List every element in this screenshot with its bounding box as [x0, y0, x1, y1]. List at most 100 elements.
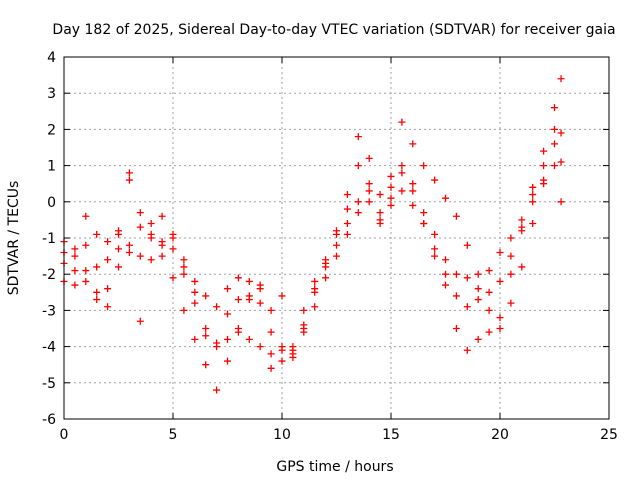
data-point: [104, 303, 112, 311]
data-point: [202, 292, 210, 300]
grid: [64, 57, 609, 419]
data-point: [333, 241, 340, 249]
data-point: [409, 187, 417, 195]
data-point: [224, 310, 231, 318]
data-point: [82, 267, 90, 275]
data-point: [474, 270, 482, 278]
data-point: [496, 248, 504, 256]
data-point: [343, 205, 351, 213]
data-point: [311, 303, 319, 311]
data-point: [452, 212, 460, 220]
x-tick-label: 0: [60, 427, 69, 443]
data-point: [333, 230, 340, 238]
x-tick-label: 10: [273, 427, 291, 443]
x-tick-label: 25: [600, 427, 618, 443]
data-point: [267, 350, 275, 358]
data-point: [540, 147, 548, 155]
data-point: [169, 245, 177, 253]
data-point: [409, 140, 417, 148]
data-point: [202, 332, 210, 340]
y-tick-label: -5: [42, 376, 56, 392]
y-tick-label: -2: [42, 267, 56, 283]
data-point: [442, 281, 449, 289]
data-point: [398, 169, 406, 177]
data-point: [125, 248, 133, 256]
data-point: [322, 274, 330, 282]
data-point: [256, 343, 264, 351]
data-point: [136, 209, 144, 217]
data-point: [311, 285, 319, 293]
data-point: [376, 220, 384, 228]
data-point: [529, 183, 537, 191]
data-point: [115, 263, 122, 271]
axis-ticks: 0 5 10 15 20 25 -6 -5 -4 -3 -2 -1 0 1 2 3 4: [42, 50, 618, 443]
data-point: [452, 270, 460, 278]
data-point: [387, 183, 395, 191]
data-point: [71, 281, 79, 289]
data-point: [431, 252, 439, 260]
data-point: [104, 256, 112, 264]
data-point: [496, 325, 504, 332]
data-point: [300, 321, 308, 329]
data-point: [224, 357, 231, 365]
data-point: [104, 285, 112, 293]
data-point: [234, 296, 242, 304]
data-point: [343, 230, 351, 238]
data-point: [409, 201, 417, 209]
data-point: [507, 252, 515, 260]
data-point: [147, 234, 155, 242]
data-point: [557, 129, 565, 137]
data-point: [463, 346, 471, 354]
data-point: [474, 285, 482, 293]
x-tick-label: 5: [169, 427, 178, 443]
y-tick-label: -3: [42, 303, 56, 319]
data-point: [485, 288, 493, 296]
data-point: [267, 306, 275, 314]
data-point: [234, 325, 242, 332]
data-point: [463, 303, 471, 311]
data-point: [431, 230, 439, 238]
data-point: [551, 162, 558, 170]
data-point: [387, 201, 395, 209]
data-point: [333, 252, 340, 260]
data-point: [420, 209, 428, 217]
data-point: [71, 267, 79, 275]
data-point: [191, 335, 199, 343]
data-point: [485, 328, 493, 336]
series-trace-b: [60, 75, 565, 354]
data-point: [431, 245, 439, 253]
data-point: [365, 187, 373, 195]
data-point: [82, 277, 90, 285]
data-point: [300, 328, 308, 336]
data-point: [485, 306, 493, 314]
data-point: [398, 118, 406, 126]
data-point: [485, 267, 493, 275]
data-point: [420, 162, 428, 170]
x-axis-label: GPS time / hours: [276, 459, 393, 475]
data-point: [115, 230, 122, 238]
data-point: [551, 104, 558, 112]
data-point: [551, 140, 558, 148]
data-point: [431, 176, 439, 184]
data-point: [104, 238, 112, 246]
series-trace-c: [60, 129, 565, 394]
data-point: [158, 238, 166, 246]
data-point: [213, 339, 221, 347]
data-point: [82, 241, 90, 249]
data-point: [529, 191, 537, 199]
data-point: [136, 317, 144, 325]
data-point: [365, 154, 373, 162]
data-point: [147, 256, 155, 264]
data-point: [343, 191, 351, 199]
data-point: [93, 263, 101, 271]
data-point: [267, 364, 275, 372]
data-point: [93, 230, 101, 238]
data-point: [398, 162, 406, 170]
data-point: [169, 274, 177, 282]
data-point: [213, 303, 221, 311]
data-point: [289, 343, 297, 351]
y-tick-label: 2: [47, 122, 56, 138]
data-point: [158, 252, 166, 260]
data-point: [289, 350, 297, 358]
data-point: [420, 220, 428, 228]
